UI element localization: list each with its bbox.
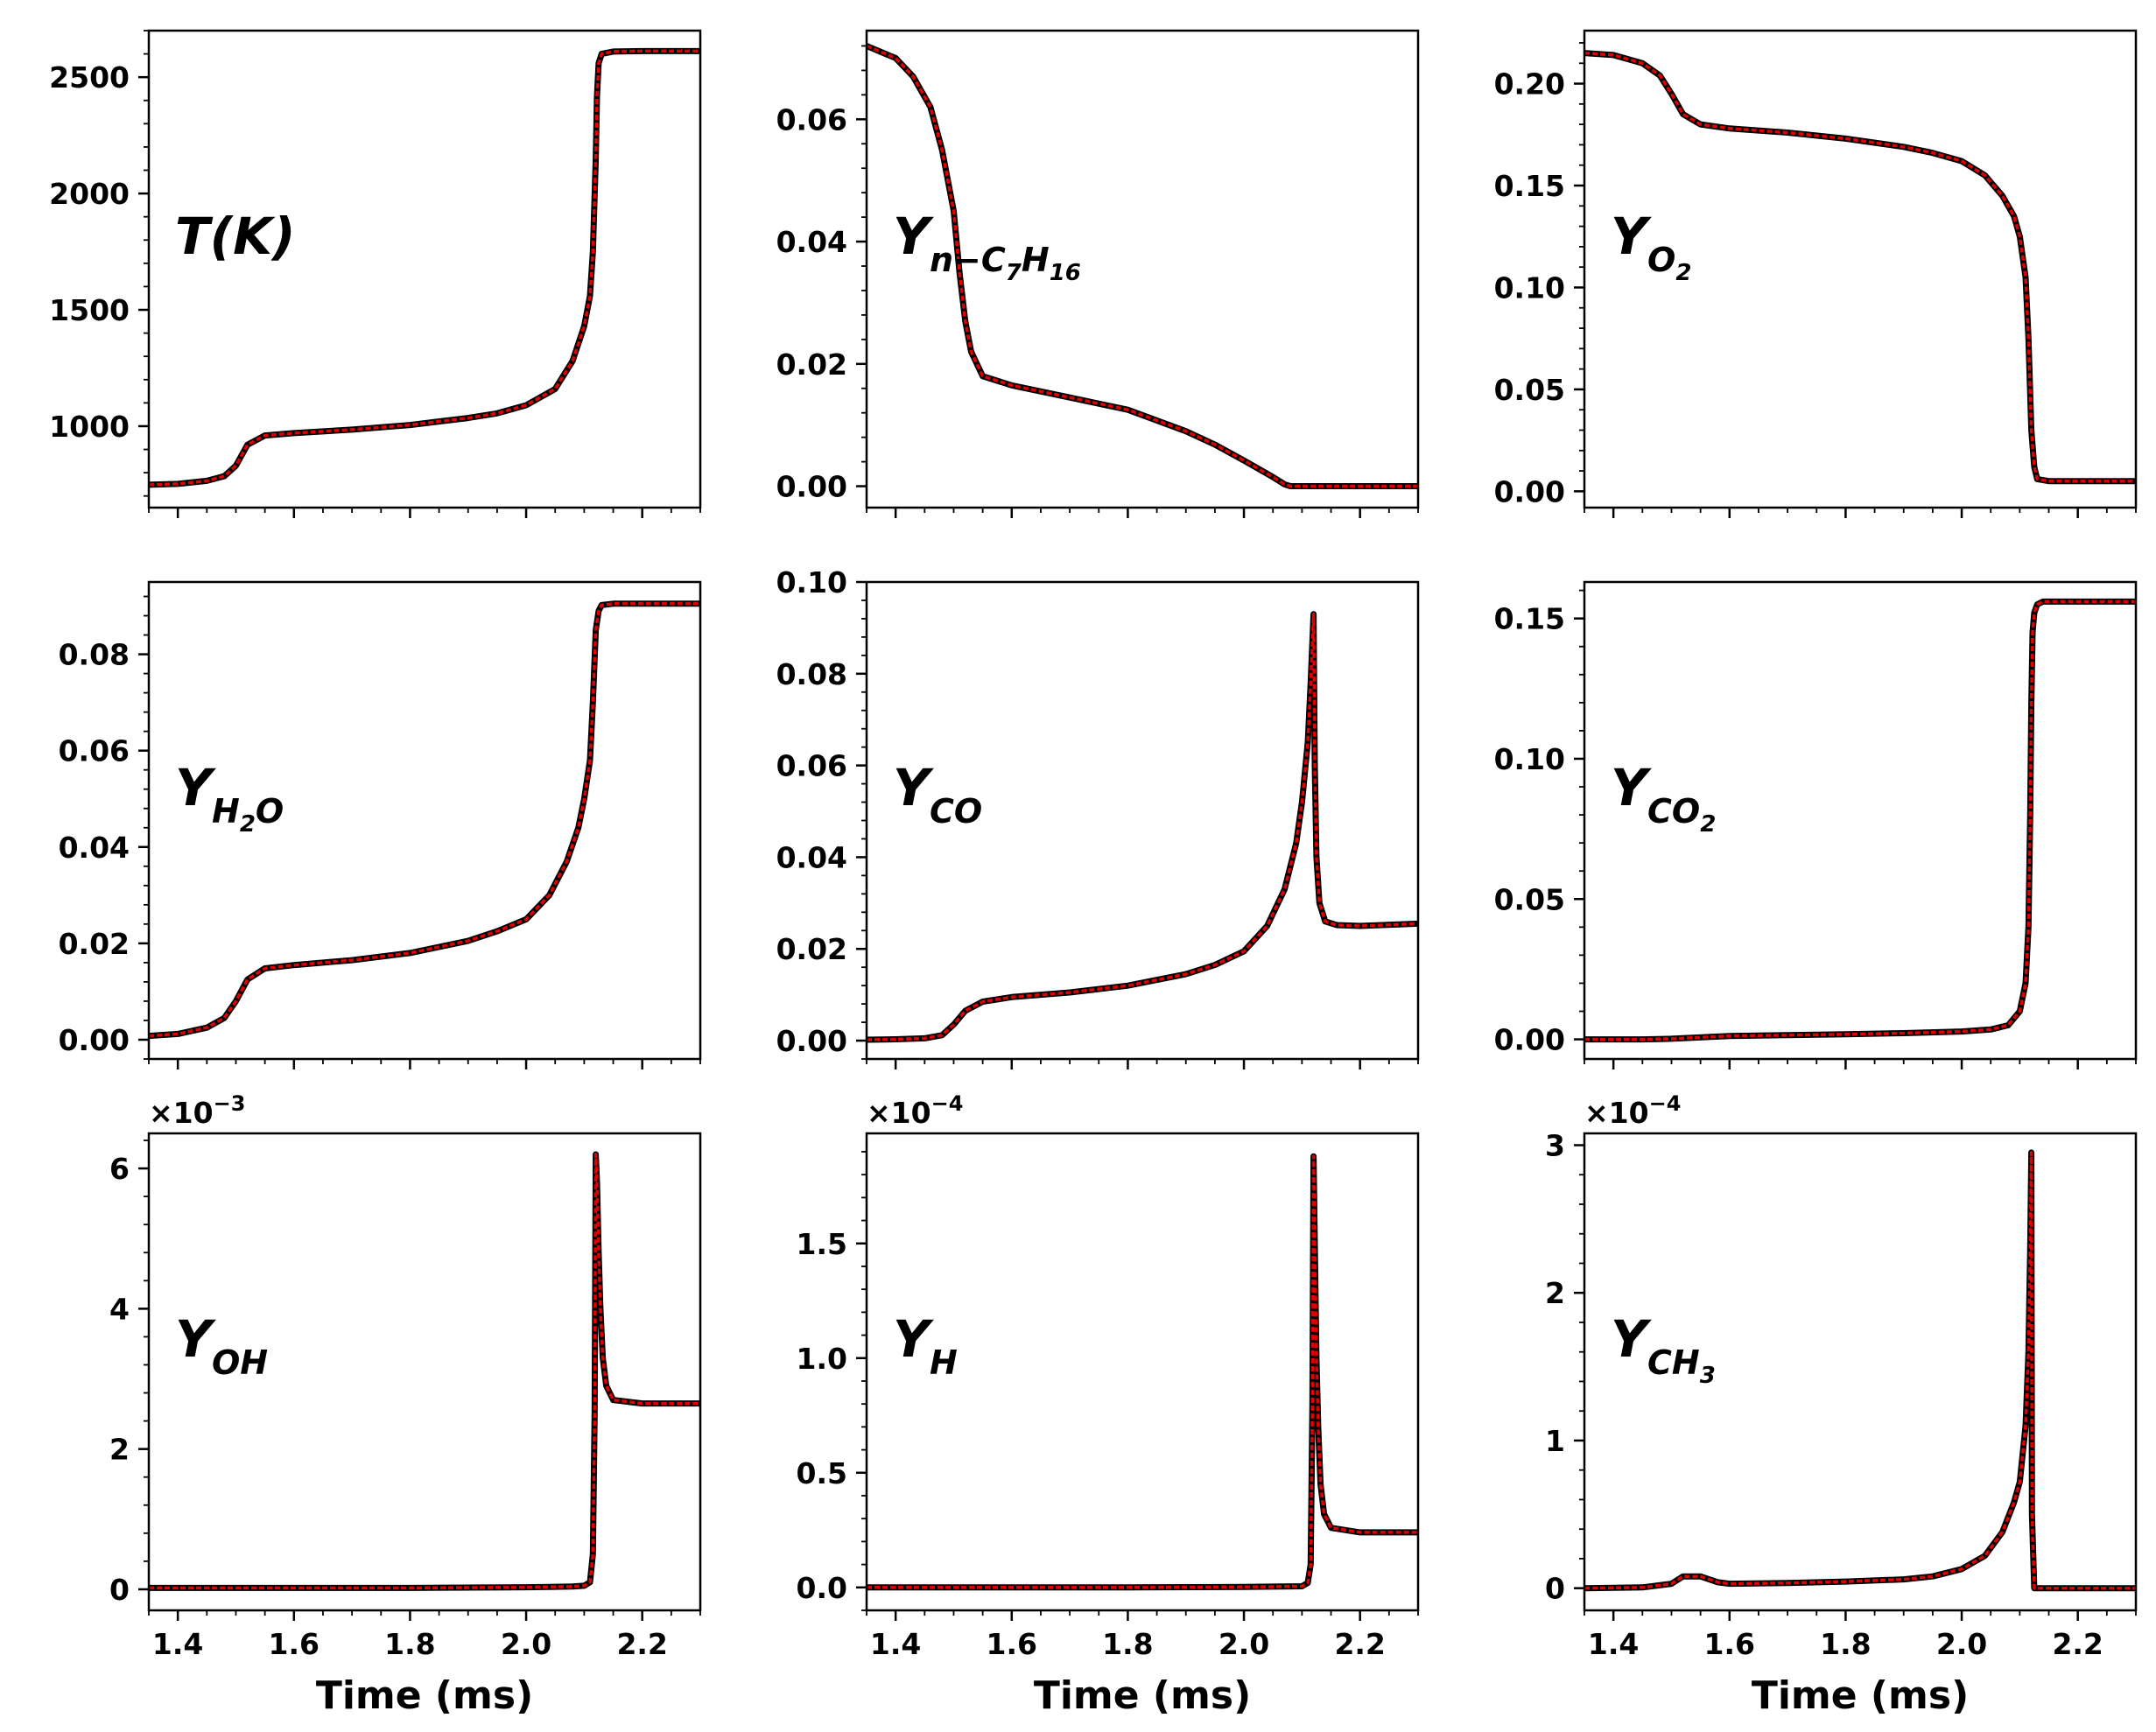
axis-multiplier: ×10−4 — [867, 1091, 963, 1130]
panel-9: 1.4 1.6 1.8 2.0 2.2 0 1 2 3 YCH3 ×10−4 Time (ms) — [1545, 1091, 2138, 1718]
plot-frame — [865, 580, 1420, 1061]
series-line-model — [867, 1154, 1418, 1589]
panel-label: T(K) — [175, 207, 296, 266]
y-tick-label: 0.00 — [59, 1023, 130, 1057]
plot-frame — [1583, 1132, 2138, 1612]
plot-frame — [147, 580, 702, 1061]
x-axis-label: Time (ms) — [316, 1673, 533, 1718]
y-tick-label: 0.0 — [797, 1571, 847, 1605]
panel-2: 0.00 0.02 0.04 0.06 Yn−C7H16 — [776, 29, 1420, 518]
series-line-model — [149, 602, 700, 1038]
y-tick-label: 0.05 — [1494, 373, 1565, 407]
x-axis-label: Time (ms) — [1752, 1673, 1969, 1718]
y-tick-label: 0.05 — [1494, 882, 1565, 916]
x-tick-label: 1.6 — [987, 1627, 1037, 1661]
x-tick-label: 1.4 — [870, 1627, 921, 1661]
x-tick-label: 2.0 — [1936, 1627, 1987, 1661]
axis-multiplier: ×10−4 — [1584, 1091, 1681, 1130]
y-tick-label: 0.04 — [59, 831, 130, 865]
plot-frame — [1583, 580, 2138, 1061]
y-tick-label: 0.06 — [776, 749, 847, 783]
y-tick-label: 0.08 — [59, 638, 130, 672]
y-tick-label: 1000 — [49, 410, 130, 444]
panel-label: Yn−C7H16 — [893, 207, 1081, 286]
x-tick-label: 1.8 — [1102, 1627, 1153, 1661]
panel-8: 1.4 1.6 1.8 2.0 2.2 0.0 0.5 1.0 1.5 YH ×10−4 Time (… — [797, 1091, 1420, 1718]
y-tick-label: 4 — [109, 1292, 130, 1326]
x-tick-label: 2.2 — [616, 1627, 667, 1661]
series-line-reference — [149, 47, 700, 488]
panel-6: 0.00 0.05 0.10 0.15 YCO2 — [1494, 580, 2138, 1069]
y-tick-label: 0.00 — [776, 470, 847, 504]
y-tick-label: 0.10 — [776, 565, 847, 600]
y-tick-label: 0.06 — [59, 734, 130, 768]
y-tick-label: 2500 — [49, 60, 130, 95]
panel-4: 0.00 0.02 0.04 0.06 0.08 YH2O — [59, 580, 702, 1069]
panel-1: 1000 1500 2000 2500 T(K) — [49, 29, 702, 518]
y-tick-label: 1.0 — [797, 1342, 847, 1376]
y-tick-label: 1 — [1545, 1424, 1565, 1458]
panel-label: YO2 — [1611, 207, 1691, 286]
plot-frame — [865, 29, 1420, 509]
y-tick-label: 1500 — [49, 293, 130, 327]
series-line-model — [867, 612, 1418, 1041]
plot-frame — [865, 1132, 1420, 1612]
x-tick-label: 1.8 — [1820, 1627, 1871, 1661]
y-tick-label: 0.00 — [776, 1024, 847, 1058]
y-tick-label: 0 — [109, 1573, 130, 1607]
plot-frame — [1583, 29, 2138, 509]
panel-7: 1.4 1.6 1.8 2.0 2.2 0 2 4 6 YOH ×10−3 Time (ms) — [109, 1091, 702, 1718]
series-line-model — [1584, 600, 2136, 1041]
y-tick-label: 0.5 — [797, 1456, 847, 1490]
panel-label: YH2O — [175, 758, 284, 838]
panel-label: YCO — [893, 758, 982, 831]
x-axis-label: Time (ms) — [1034, 1673, 1251, 1718]
y-tick-label: 1.5 — [797, 1227, 847, 1261]
y-tick-label: 2 — [109, 1433, 130, 1467]
x-tick-label: 2.2 — [2052, 1627, 2103, 1661]
plot-frame — [147, 1132, 702, 1612]
y-tick-label: 0.06 — [776, 102, 847, 137]
y-tick-label: 0.15 — [1494, 169, 1565, 203]
x-tick-label: 1.8 — [384, 1627, 435, 1661]
y-tick-label: 0.08 — [776, 657, 847, 691]
y-tick-label: 0 — [1545, 1572, 1565, 1606]
x-tick-label: 1.4 — [1588, 1627, 1639, 1661]
axis-multiplier: ×10−3 — [149, 1091, 245, 1130]
y-tick-label: 0.15 — [1494, 602, 1565, 636]
y-tick-label: 3 — [1545, 1128, 1565, 1162]
y-tick-label: 0.02 — [776, 347, 847, 382]
y-tick-label: 0.10 — [1494, 270, 1565, 305]
y-tick-label: 0.02 — [59, 927, 130, 961]
y-tick-label: 0.00 — [1494, 474, 1565, 508]
series-line-model — [149, 1153, 700, 1590]
y-tick-label: 2 — [1545, 1276, 1565, 1310]
panel-label: YCO2 — [1611, 758, 1716, 838]
y-tick-label: 0.04 — [776, 840, 847, 874]
panel-label: YCH3 — [1611, 1309, 1716, 1389]
y-tick-label: 0.10 — [1494, 742, 1565, 776]
x-tick-label: 1.4 — [152, 1627, 203, 1661]
panel-5: 0.00 0.02 0.04 0.06 0.08 0.10 YCO — [776, 565, 1420, 1069]
y-tick-label: 2000 — [49, 177, 130, 211]
x-tick-label: 1.6 — [1704, 1627, 1755, 1661]
series-line-model — [149, 49, 700, 487]
y-tick-label: 0.00 — [1494, 1023, 1565, 1057]
x-tick-label: 2.0 — [1218, 1627, 1269, 1661]
x-tick-label: 2.0 — [501, 1627, 551, 1661]
y-tick-label: 0.04 — [776, 225, 847, 259]
y-tick-label: 6 — [109, 1152, 130, 1186]
panel-3: 0.00 0.05 0.10 0.15 0.20 YO2 — [1494, 29, 2138, 518]
x-tick-label: 2.2 — [1334, 1627, 1385, 1661]
x-tick-label: 1.6 — [269, 1627, 320, 1661]
y-tick-label: 0.02 — [776, 932, 847, 966]
y-tick-label: 0.20 — [1494, 67, 1565, 102]
panel-label: YOH — [175, 1309, 268, 1382]
plot-frame — [147, 29, 702, 509]
series-line-model — [1584, 1151, 2136, 1590]
panel-label: YH — [893, 1309, 958, 1382]
series-line-model — [867, 44, 1418, 488]
series-line-model — [1584, 51, 2136, 483]
